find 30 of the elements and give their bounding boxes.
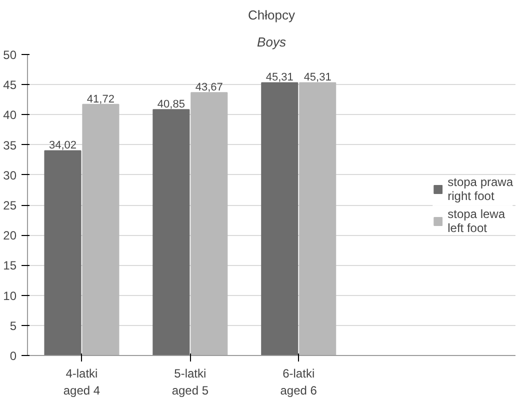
legend-label: stopa lewa left foot — [448, 206, 505, 234]
data-label: 43,67 — [195, 82, 223, 94]
y-tick-label: 20 — [3, 228, 17, 243]
y-tick-label: 45 — [3, 78, 17, 92]
bar — [152, 109, 190, 356]
x-tick-label: 6-latki aged 6 — [280, 366, 318, 398]
y-tick-label: 30 — [3, 168, 17, 182]
data-label: 45,31 — [304, 72, 332, 84]
data-label: 45,31 — [266, 72, 294, 84]
x-tick-label: 5-latki aged 5 — [172, 366, 209, 398]
bar — [299, 82, 336, 356]
legend-label: stopa prawa right foot — [448, 174, 513, 202]
data-label: 40,85 — [157, 98, 185, 111]
y-tick-label: 35 — [3, 138, 17, 152]
y-tick-label: 0 — [10, 349, 17, 363]
y-tick-label: 15 — [3, 258, 17, 273]
data-label: 41,72 — [86, 93, 114, 106]
y-tick-label: 40 — [3, 108, 17, 122]
data-label: 34,02 — [48, 140, 77, 152]
bar — [44, 150, 82, 356]
y-tick-label: 10 — [3, 288, 17, 303]
chart-subtitle: Boys — [257, 34, 286, 50]
x-tick-label: 4-latki aged 4 — [63, 366, 100, 398]
chart-title: Chłopcy — [248, 8, 296, 22]
y-tick-label: 5 — [10, 318, 17, 333]
bar — [82, 104, 120, 356]
y-tick-label: 25 — [3, 198, 17, 212]
y-tick-label: 50 — [3, 48, 17, 62]
bar — [190, 92, 228, 356]
bar — [261, 82, 298, 356]
